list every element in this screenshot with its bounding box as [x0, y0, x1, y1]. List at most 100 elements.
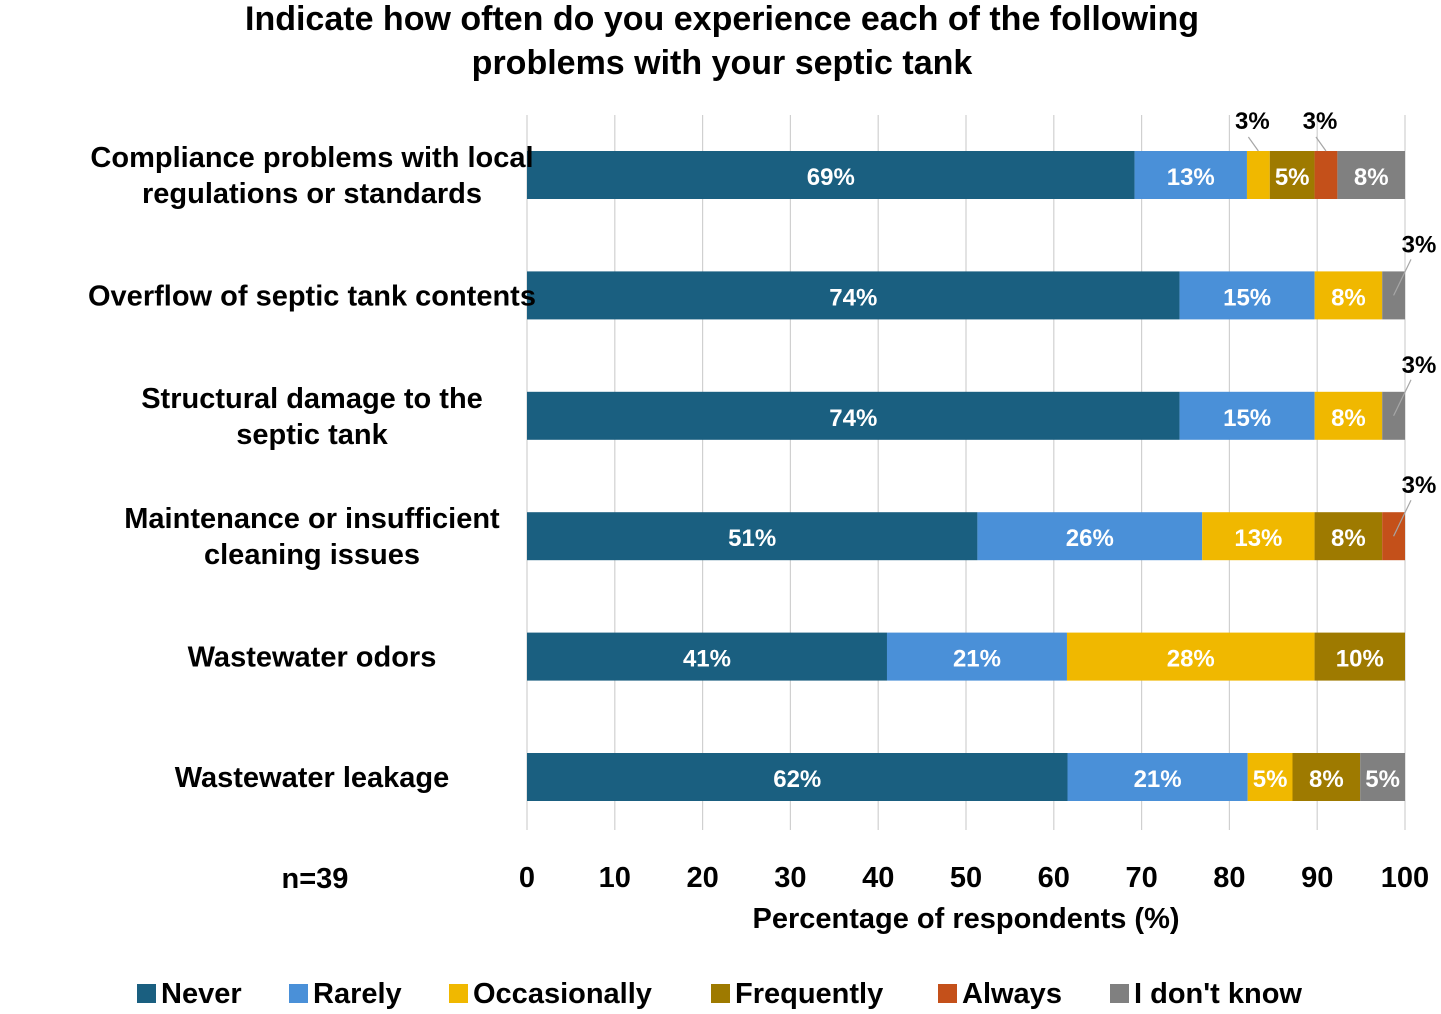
category-label: regulations or standards	[142, 178, 482, 210]
data-label: 21%	[953, 646, 1001, 673]
category-label: Overflow of septic tank contents	[88, 280, 536, 312]
bar-segment	[527, 512, 978, 561]
legend-label: Occasionally	[473, 978, 652, 1010]
x-tick-label: 60	[1038, 862, 1070, 894]
legend-label: Never	[161, 978, 242, 1010]
legend-swatch	[1110, 984, 1129, 1003]
chart-title-line-1: Indicate how often do you experience eac…	[245, 0, 1199, 38]
legend-swatch	[938, 984, 957, 1003]
category-label: Wastewater leakage	[175, 762, 450, 794]
x-tick-label: 40	[862, 862, 894, 894]
data-label: 8%	[1331, 525, 1366, 552]
data-label: 5%	[1275, 164, 1310, 191]
x-tick-labels: 0 10 20 30 40 50 60 70 80 90 100	[519, 862, 1429, 894]
x-tick-label: 80	[1213, 862, 1245, 894]
bar-segment	[1292, 753, 1361, 801]
data-label: 41%	[683, 646, 731, 673]
bar-segment	[1202, 512, 1315, 561]
legend-label: Rarely	[313, 978, 402, 1010]
category-label: Maintenance or insufficient	[124, 503, 500, 535]
data-label-callout: 3%	[1303, 108, 1338, 135]
legend-swatch	[289, 984, 308, 1003]
x-tick-label: 70	[1125, 862, 1157, 894]
data-label: 8%	[1309, 766, 1344, 793]
legend: Never Rarely Occasionally Frequently Always I…	[137, 978, 1302, 1010]
data-label: 5%	[1253, 766, 1288, 793]
data-label: 5%	[1365, 766, 1400, 793]
callout-leader	[1393, 499, 1412, 537]
data-label: 15%	[1223, 284, 1271, 311]
bar-segment	[1179, 271, 1315, 320]
legend-label: Frequently	[735, 978, 883, 1010]
gridlines	[526, 115, 1406, 830]
data-label: 8%	[1331, 405, 1366, 432]
bar-segment	[1067, 753, 1248, 801]
callout-leader	[1393, 379, 1412, 417]
bar-segment	[1314, 391, 1383, 440]
data-label-callout: 3%	[1402, 352, 1437, 379]
x-axis-label: Percentage of respondents (%)	[752, 903, 1179, 935]
legend-label: I don't know	[1134, 978, 1302, 1010]
x-tick-label: 50	[950, 862, 982, 894]
x-tick-label: 100	[1381, 862, 1429, 894]
bars	[527, 151, 1405, 801]
data-label: 74%	[829, 284, 877, 311]
bar-segment	[977, 512, 1203, 561]
bar-segment	[527, 271, 1180, 320]
category-label: septic tank	[236, 419, 388, 451]
bar-segment	[1314, 632, 1405, 681]
x-tick-label: 20	[686, 862, 718, 894]
bar-segment	[527, 753, 1068, 801]
bar-segment	[1314, 512, 1383, 561]
data-label: 8%	[1354, 164, 1389, 191]
category-labels: Compliance problems with local regulation…	[88, 142, 536, 794]
callout-leader	[1315, 136, 1327, 152]
bar-segment	[1246, 151, 1270, 199]
legend-swatch	[711, 984, 730, 1003]
data-label: 10%	[1336, 646, 1384, 673]
legend-swatch	[137, 984, 156, 1003]
x-tick-label: 0	[519, 862, 535, 894]
bar-segment	[1360, 753, 1405, 801]
callout-leader	[1393, 259, 1412, 296]
bar-segment	[1314, 271, 1383, 320]
data-label: 51%	[728, 525, 776, 552]
data-label: 28%	[1167, 646, 1215, 673]
data-label-callout: 3%	[1402, 231, 1437, 258]
data-label-callout: 3%	[1235, 108, 1270, 135]
bar-segment	[886, 632, 1067, 681]
data-label: 13%	[1234, 525, 1282, 552]
category-label: cleaning issues	[204, 539, 420, 571]
bar-segment	[527, 632, 887, 681]
bar-segment	[1314, 151, 1338, 199]
bar-segment	[1179, 391, 1315, 440]
legend-swatch	[449, 984, 468, 1003]
x-tick-label: 30	[774, 862, 806, 894]
data-label: 69%	[807, 164, 855, 191]
data-label: 74%	[829, 405, 877, 432]
bar-segment	[1337, 151, 1405, 199]
bar-segment	[1269, 151, 1315, 199]
data-label: 13%	[1167, 164, 1215, 191]
data-label: 8%	[1331, 284, 1366, 311]
data-label: 62%	[773, 766, 821, 793]
category-label: Compliance problems with local	[90, 142, 533, 174]
category-label: Structural damage to the	[141, 383, 483, 415]
data-labels: 69% 13% 3% 5% 3% 8% 74% 15% 8% 3% 74% 15% 8% 3% 51% 26%…	[683, 108, 1436, 793]
bar-segment	[527, 151, 1135, 199]
data-label: 15%	[1223, 405, 1271, 432]
x-tick-label: 10	[599, 862, 631, 894]
bar-segment	[1134, 151, 1247, 199]
data-label-callout: 3%	[1402, 472, 1437, 499]
data-label: 26%	[1066, 525, 1114, 552]
chart-title-line-2: problems with your septic tank	[472, 44, 973, 82]
callout-leader	[1247, 136, 1259, 152]
bar-segment	[1247, 753, 1293, 801]
data-label: 21%	[1134, 766, 1182, 793]
legend-label: Always	[962, 978, 1062, 1010]
x-tick-label: 90	[1301, 862, 1333, 894]
sample-size-note: n=39	[282, 863, 349, 895]
bar-segment	[1066, 632, 1315, 681]
category-label: Wastewater odors	[188, 642, 437, 674]
